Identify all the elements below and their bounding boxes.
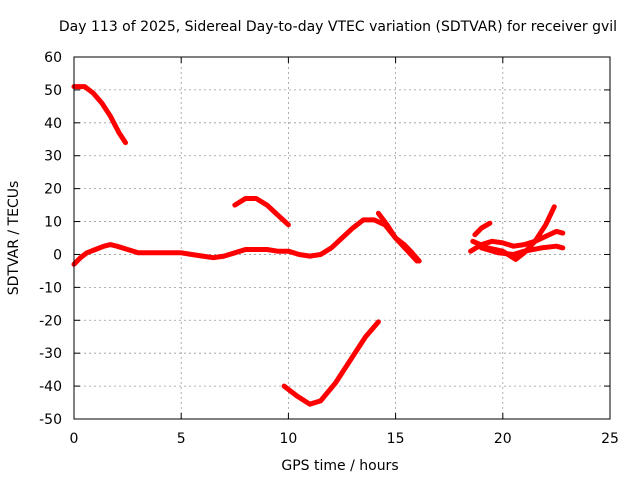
y-tick-label: 50 bbox=[44, 83, 62, 99]
data-series bbox=[71, 84, 566, 407]
series-arc-1 bbox=[71, 84, 128, 146]
x-tick-label: 0 bbox=[70, 431, 79, 447]
series-arc-7 bbox=[472, 220, 493, 238]
y-tick-label: 40 bbox=[44, 116, 62, 132]
y-axis-label: SDTVAR / TECUs bbox=[6, 181, 22, 296]
series-arc-6 bbox=[468, 228, 566, 254]
x-axis-ticks: 0 5 10 15 20 25 bbox=[70, 57, 619, 447]
y-tick-label: 30 bbox=[44, 149, 62, 165]
y-tick-label: -40 bbox=[39, 379, 62, 395]
series-arc-5 bbox=[375, 210, 422, 264]
y-axis-ticks: -50 -40 -30 -20 -10 0 10 20 30 40 50 60 bbox=[39, 50, 610, 428]
y-tick-label: -10 bbox=[39, 280, 62, 296]
y-tick-label: 60 bbox=[44, 50, 62, 66]
chart-title: Day 113 of 2025, Sidereal Day-to-day VTE… bbox=[59, 19, 617, 35]
y-tick-label: 20 bbox=[44, 182, 62, 198]
x-axis-label: GPS time / hours bbox=[281, 458, 398, 474]
x-tick-label: 25 bbox=[601, 431, 619, 447]
y-tick-label: 0 bbox=[53, 247, 62, 263]
y-tick-label: -50 bbox=[39, 412, 62, 428]
series-arc-3 bbox=[232, 196, 291, 228]
plot-frame bbox=[73, 56, 611, 420]
series-arc-2 bbox=[71, 217, 420, 267]
y-tick-label: 10 bbox=[44, 215, 62, 231]
series-arc-4 bbox=[281, 319, 381, 407]
x-tick-label: 5 bbox=[177, 431, 186, 447]
x-tick-label: 15 bbox=[387, 431, 405, 447]
x-tick-label: 10 bbox=[279, 431, 297, 447]
x-tick-label: 20 bbox=[494, 431, 512, 447]
y-tick-label: -30 bbox=[39, 346, 62, 362]
series-arc-9 bbox=[478, 243, 566, 257]
y-tick-label: -20 bbox=[39, 313, 62, 329]
